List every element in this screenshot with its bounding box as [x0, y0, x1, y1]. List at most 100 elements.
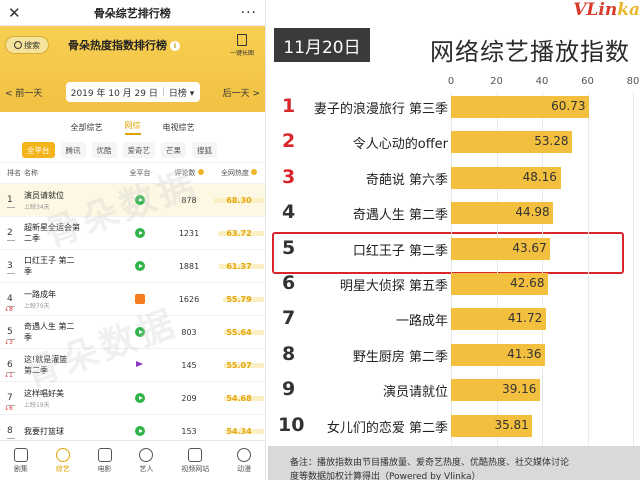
- next-day-button[interactable]: 后一天 >: [222, 88, 260, 99]
- platform-chip[interactable]: 优酷: [91, 142, 117, 158]
- window-title: 骨朵综艺排行榜: [93, 6, 171, 20]
- rank-underline: [7, 306, 15, 307]
- category-label: 口红王子 第二季: [352, 243, 448, 259]
- long-image-label: 一键长图: [229, 50, 254, 57]
- tab-3[interactable]: 电视综艺: [162, 122, 195, 132]
- show-name[interactable]: 超新星全运会第: [24, 223, 80, 232]
- rank-cell: 1: [0, 195, 24, 208]
- more-icon[interactable]: ···: [240, 4, 257, 21]
- col-platform[interactable]: 全平台: [129, 169, 151, 177]
- comments-cell: 1626: [178, 294, 200, 304]
- show-name-cont: 二季: [24, 234, 40, 243]
- table-row[interactable]: 2 超新星全运会第 二季 1231 63.72: [0, 217, 265, 250]
- nav-mic[interactable]: 综艺: [55, 447, 70, 474]
- heat-cell: 54.68: [214, 394, 264, 403]
- table-row[interactable]: 7 ↓6 这样唱好美 上映19天 209 54.68: [0, 382, 265, 415]
- category-label: 演员请就位: [382, 385, 448, 401]
- name-cell: 奇遇人生 第二季: [24, 321, 116, 343]
- table-row[interactable]: 5 ↓3 奇遇人生 第二季 803 55.64: [0, 316, 265, 349]
- show-name[interactable]: 口红王子 第二: [24, 256, 75, 265]
- table-row[interactable]: 1 演员请就位 上映34天 878 68.30: [0, 184, 265, 217]
- name-cell: 这!就是灌篮 第二季: [24, 354, 116, 376]
- col-name: 名称: [24, 169, 38, 177]
- heat-cell: 68.30: [214, 196, 264, 205]
- table-row[interactable]: 3 口红王子 第二季 1881 61.37: [0, 250, 265, 283]
- ranking-header: 搜索 骨朵热度指数排行榜 i 一键长图 < 前一天 2019 年 10 月 29 …: [0, 26, 265, 112]
- x-tick-label: 80: [626, 76, 640, 87]
- nav-label: 艺人: [139, 464, 154, 473]
- footnote: 备注：播放指数由节目播放量、爱奇艺热度、优酷热度、社交媒体讨论: [290, 458, 570, 468]
- page-title: 骨朵热度指数排行榜 i: [68, 37, 180, 53]
- show-name[interactable]: 奇遇人生 第二: [24, 322, 75, 331]
- sort-icon: [251, 169, 257, 175]
- nav-brush[interactable]: 艺人: [139, 447, 154, 474]
- heat-cell: 55.79: [214, 295, 264, 304]
- prev-day-button[interactable]: < 前一天: [5, 88, 43, 99]
- rank-change: ↓8: [4, 306, 13, 313]
- heat-bar: [217, 230, 264, 236]
- value-label: 35.81: [494, 417, 529, 432]
- category-label: 奇遇人生 第二季: [352, 208, 448, 224]
- table-row[interactable]: 6 ↓1 这!就是灌篮 第二季 145 55.07: [0, 349, 265, 382]
- col-comments[interactable]: 评论数: [164, 168, 214, 178]
- col-heat[interactable]: 全网热度: [214, 168, 264, 178]
- platform-chip[interactable]: 全平台: [22, 142, 55, 158]
- bar: [451, 379, 541, 402]
- info-icon[interactable]: i: [170, 41, 180, 51]
- long-image-icon: [237, 34, 247, 46]
- heat-bar: [214, 197, 264, 203]
- nav-film[interactable]: 电影: [97, 447, 112, 474]
- bar: [451, 343, 546, 366]
- value-label: 44.98: [515, 205, 550, 220]
- rank-number: 8: [282, 342, 296, 365]
- days-on-air: 上映19天: [24, 401, 50, 409]
- heat-value: 54.68: [226, 393, 252, 403]
- show-name-cont: 季: [24, 333, 32, 342]
- tab-2[interactable]: 网综: [124, 120, 141, 135]
- show-name-cont: 第二季: [24, 366, 48, 375]
- mango-icon: [135, 294, 145, 304]
- comments-cell: 209: [181, 393, 197, 403]
- heat-bar: [223, 296, 264, 302]
- platform-chip[interactable]: 搜狐: [192, 142, 217, 158]
- date-badge: 11月20日: [274, 28, 370, 62]
- rank-number: 3: [282, 165, 296, 188]
- comments-cell: 1231: [178, 228, 200, 238]
- heat-bar: [224, 428, 264, 434]
- comments-cell: 1881: [178, 261, 200, 271]
- ranking-list: 1 演员请就位 上映34天 878 68.30 2 超新星全运会第 二季 1231 63.72 3 口…: [0, 184, 265, 448]
- show-name[interactable]: 这样唱好美: [24, 388, 64, 398]
- play-icon: [135, 261, 145, 271]
- category-label: 明星大侦探 第五季: [339, 279, 448, 294]
- rank-underline: [7, 339, 15, 340]
- rank-number: 6: [282, 272, 296, 294]
- highlight-box: [272, 232, 624, 274]
- show-name[interactable]: 一路成年: [24, 289, 56, 299]
- name-cell: 我要打篮球: [24, 426, 116, 437]
- show-name[interactable]: 我要打篮球: [24, 426, 64, 436]
- days-on-air: 上映34天: [24, 203, 50, 211]
- table-row[interactable]: 4 ↓8 一路成年 上映79天 1626 55.79: [0, 283, 265, 316]
- date-picker[interactable]: 2019 年 10 月 29 日 | 日榜 ▾: [65, 82, 200, 102]
- platform-chip[interactable]: 芒果: [161, 142, 186, 158]
- period-select[interactable]: 日榜 ▾: [168, 88, 195, 99]
- heat-bar: [223, 329, 264, 335]
- youku-icon: [133, 360, 147, 370]
- nav-person[interactable]: 动漫: [237, 447, 252, 474]
- show-name[interactable]: 这!就是灌篮: [24, 355, 68, 364]
- value-label: 43.67: [512, 240, 547, 255]
- nav-grid[interactable]: 视频网站: [181, 447, 209, 474]
- long-image-button[interactable]: 一键长图: [225, 34, 259, 57]
- play-icon: [135, 228, 145, 238]
- show-name[interactable]: 演员请就位: [24, 190, 64, 200]
- platform-chip[interactable]: 爱奇艺: [122, 142, 155, 158]
- category-label: 妻子的浪漫旅行 第三季: [313, 102, 448, 117]
- nav-label: 动漫: [237, 464, 252, 473]
- close-icon[interactable]: ✕: [8, 3, 21, 22]
- nav-tv[interactable]: 剧集: [13, 447, 28, 474]
- nav-label: 剧集: [13, 464, 28, 473]
- heat-value: 68.30: [226, 195, 252, 205]
- platform-chip[interactable]: 腾讯: [60, 142, 86, 158]
- search-button[interactable]: 搜索: [5, 36, 49, 54]
- tab-1[interactable]: 全部综艺: [70, 122, 103, 132]
